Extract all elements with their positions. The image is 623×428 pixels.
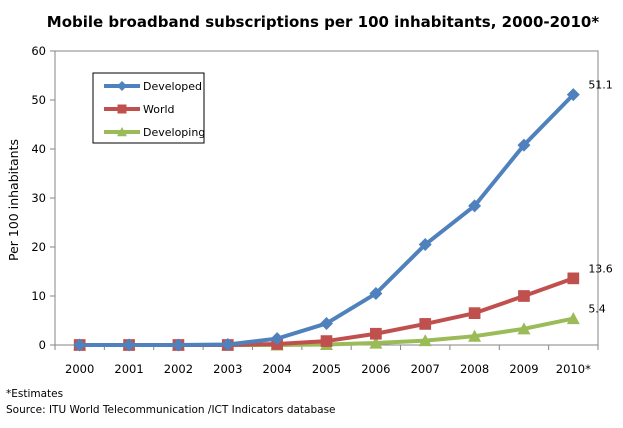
data-point xyxy=(468,199,482,213)
y-tick-label: 60 xyxy=(31,44,46,58)
data-point xyxy=(320,335,333,347)
x-axis-ticks: 2000 2001 2002 2003 2004 2005 2006 2007 2008 2009… xyxy=(54,345,599,376)
data-point xyxy=(517,322,531,335)
legend-marker xyxy=(117,127,127,137)
data-point xyxy=(517,138,531,152)
data-point xyxy=(270,332,284,346)
end-label-developed: 51.1 xyxy=(588,79,613,92)
end-label-developing: 5.4 xyxy=(588,303,606,316)
data-point xyxy=(320,316,333,330)
data-point xyxy=(419,318,432,330)
data-point xyxy=(221,338,235,352)
x-tick-label: 2008 xyxy=(460,362,489,376)
y-tick-label: 30 xyxy=(31,191,46,205)
data-point xyxy=(122,338,136,352)
end-label-world: 13.6 xyxy=(588,262,613,275)
data-point xyxy=(418,334,432,347)
legend-item-developed: Developed xyxy=(104,80,202,93)
data-point xyxy=(369,287,383,301)
legend-label: Developing xyxy=(143,126,205,139)
x-tick-label: 2003 xyxy=(213,362,242,376)
y-tick-label: 20 xyxy=(31,240,46,254)
x-tick-label: 2009 xyxy=(509,362,538,376)
x-tick-label: 2001 xyxy=(114,362,143,376)
x-tick-label: 2007 xyxy=(411,362,440,376)
data-point xyxy=(566,88,580,102)
legend-item-world: World xyxy=(104,103,175,116)
legend-label: Developed xyxy=(143,80,202,93)
legend: Developed World Developing xyxy=(92,72,205,144)
y-tick-label: 50 xyxy=(31,93,46,107)
series-developed xyxy=(73,88,580,352)
data-point xyxy=(468,329,482,342)
x-tick-label: 2004 xyxy=(262,362,291,376)
y-tick-label: 40 xyxy=(31,142,46,156)
x-tick-label: 2002 xyxy=(164,362,193,376)
data-point xyxy=(566,312,580,325)
data-point xyxy=(171,338,185,352)
y-axis-label: Per 100 inhabitants xyxy=(6,139,21,261)
data-point xyxy=(567,272,580,285)
x-tick-label: 2010* xyxy=(556,362,591,376)
data-point xyxy=(468,307,481,319)
legend-label: World xyxy=(143,103,175,116)
data-point xyxy=(73,338,87,352)
end-labels: 5.4 13.6 51.1 xyxy=(588,79,613,316)
legend-item-developing: Developing xyxy=(104,126,205,139)
legend-marker xyxy=(117,81,127,91)
data-point xyxy=(369,336,383,349)
x-tick-label: 2005 xyxy=(312,362,341,376)
series-group xyxy=(73,88,580,352)
x-tick-label: 2006 xyxy=(361,362,390,376)
data-point xyxy=(518,290,530,302)
y-tick-label: 10 xyxy=(31,289,46,303)
series-line xyxy=(79,276,574,347)
y-axis-ticks: 0 10 20 30 40 50 60 xyxy=(31,44,55,352)
x-tick-label: 2000 xyxy=(65,362,94,376)
legend-marker xyxy=(117,104,127,114)
y-tick-label: 0 xyxy=(39,338,46,352)
data-point xyxy=(370,327,382,340)
estimates-footnote: *Estimates xyxy=(6,388,64,400)
chart-title: Mobile broadband subscriptions per 100 i… xyxy=(47,13,600,31)
data-point xyxy=(418,238,432,252)
source-footnote: Source: ITU World Telecommunication /ICT… xyxy=(6,404,336,416)
series-world xyxy=(73,272,580,351)
